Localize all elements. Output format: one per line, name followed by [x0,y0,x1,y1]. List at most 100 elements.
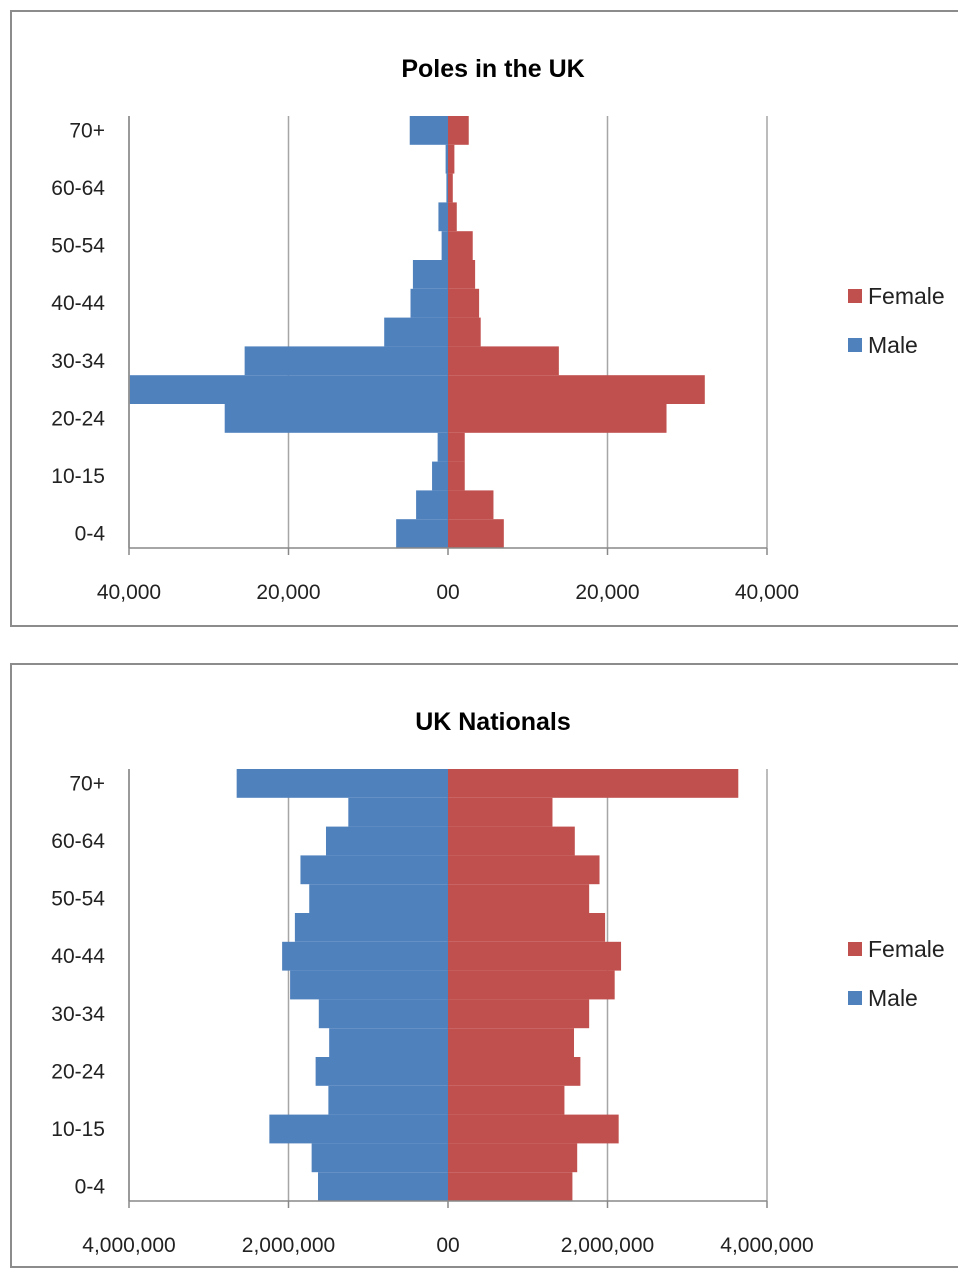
x-tick-label: 00 [436,1234,459,1257]
bar-male-45-49 [412,260,448,289]
legend-label-female: Female [868,283,945,309]
bar-female-25-29 [448,1028,575,1057]
chart-title: UK Nationals [415,708,571,736]
bar-female-50-54 [448,231,473,260]
bar-male-45-49 [294,913,448,942]
bar-male-55-59 [300,855,448,885]
chart-canvas: Poles in the UK 40,000 20,000 00 20,000 40,00… [51,55,945,604]
bar-male-50-54 [441,231,448,260]
bar-male-0-4 [396,519,448,548]
bar-male-10-15 [269,1114,448,1144]
bar-male-16-19 [328,1085,448,1115]
bar-female-45-49 [448,913,606,942]
bar-male-50-54 [309,884,448,913]
bar-female-20-24 [448,1057,581,1086]
bar-male-30-34 [244,346,448,376]
bar-male-65-69 [445,144,448,174]
y-tick-label: 30-34 [51,1003,105,1026]
bar-male-70+ [236,769,448,798]
y-tick-label: 70+ [69,119,105,142]
bar-male-5-9 [416,490,448,520]
bar-female-60-64 [448,173,453,203]
bar-male-60-64 [446,173,448,203]
bar-female-70+ [448,769,739,798]
bar-male-5-9 [311,1143,448,1173]
bar-male-70+ [409,116,448,145]
bar-female-40-44 [448,288,480,318]
bar-male-40-44 [410,288,448,318]
x-tick-label: 2,000,000 [242,1234,335,1257]
x-tick-label: 4,000,000 [82,1234,175,1257]
y-tick-label: 50-54 [51,235,105,258]
y-tick-label: 0-4 [75,1176,106,1199]
bar-male-60-64 [325,826,448,856]
bar-female-55-59 [448,855,600,885]
chart-canvas: UK Nationals 4,000,000 2,000,000 00 2,000,00… [51,708,945,1257]
bar-female-5-9 [448,490,494,520]
y-tick-label: 60-64 [51,177,105,200]
bar-female-35-39 [448,970,615,1000]
legend-swatch-male [848,991,862,1005]
x-tick-label: 4,000,000 [720,1234,813,1257]
chart-uk-nationals: UK Nationals 4,000,000 2,000,000 00 2,000,00… [10,663,958,1268]
bar-male-35-39 [290,970,448,1000]
bar-male-65-69 [348,797,448,827]
x-tick-label: 00 [436,581,459,604]
chart-title: Poles in the UK [401,55,584,83]
bar-female-40-44 [448,941,622,971]
legend-swatch-female [848,942,862,956]
bar-female-35-39 [448,317,481,347]
y-tick-label: 40-44 [51,945,105,968]
bar-female-30-34 [448,346,559,376]
bar-female-16-19 [448,1085,565,1115]
legend-label-male: Male [868,332,918,358]
bar-female-30-34 [448,999,590,1029]
bar-female-60-64 [448,826,575,856]
bar-male-30-34 [318,999,448,1029]
bar-male-35-39 [384,317,448,347]
bar-female-50-54 [448,884,590,913]
bar-male-55-59 [438,202,448,232]
y-tick-label: 10-15 [51,465,105,488]
y-tick-label: 0-4 [75,523,106,546]
y-tick-label: 30-34 [51,350,105,373]
bar-male-25-29 [129,375,449,404]
bar-female-10-15 [448,461,465,491]
bar-female-5-9 [448,1143,578,1173]
y-tick-label: 40-44 [51,292,105,315]
legend-label-female: Female [868,936,945,962]
bar-female-55-59 [448,202,457,232]
bar-female-70+ [448,116,469,145]
legend-label-male: Male [868,985,918,1011]
bar-male-0-4 [318,1172,448,1201]
y-tick-label: 50-54 [51,888,105,911]
x-tick-label: 2,000,000 [561,1234,654,1257]
y-tick-label: 20-24 [51,1060,105,1083]
x-tick-label: 40,000 [97,581,161,604]
bar-male-40-44 [282,941,448,971]
y-tick-label: 10-15 [51,1118,105,1141]
x-tick-label: 40,000 [735,581,799,604]
bar-male-20-24 [224,404,448,433]
bar-male-20-24 [315,1057,448,1086]
y-tick-label: 20-24 [51,407,105,430]
bar-female-0-4 [448,1172,573,1201]
bar-female-65-69 [448,144,455,174]
bar-female-16-19 [448,432,465,462]
bar-female-25-29 [448,375,705,404]
x-tick-label: 20,000 [256,581,320,604]
legend-swatch-female [848,289,862,303]
bar-male-25-29 [329,1028,448,1057]
bar-male-10-15 [432,461,448,491]
bar-male-16-19 [437,432,448,462]
bar-female-10-15 [448,1114,619,1144]
x-tick-label: 20,000 [575,581,639,604]
chart-poles-in-uk: Poles in the UK 40,000 20,000 00 20,000 40,00… [10,10,958,627]
bar-female-45-49 [448,260,476,289]
bar-female-65-69 [448,797,553,827]
y-tick-label: 70+ [69,772,105,795]
y-tick-label: 60-64 [51,830,105,853]
legend-swatch-male [848,338,862,352]
bar-female-0-4 [448,519,504,548]
bar-female-20-24 [448,404,667,433]
